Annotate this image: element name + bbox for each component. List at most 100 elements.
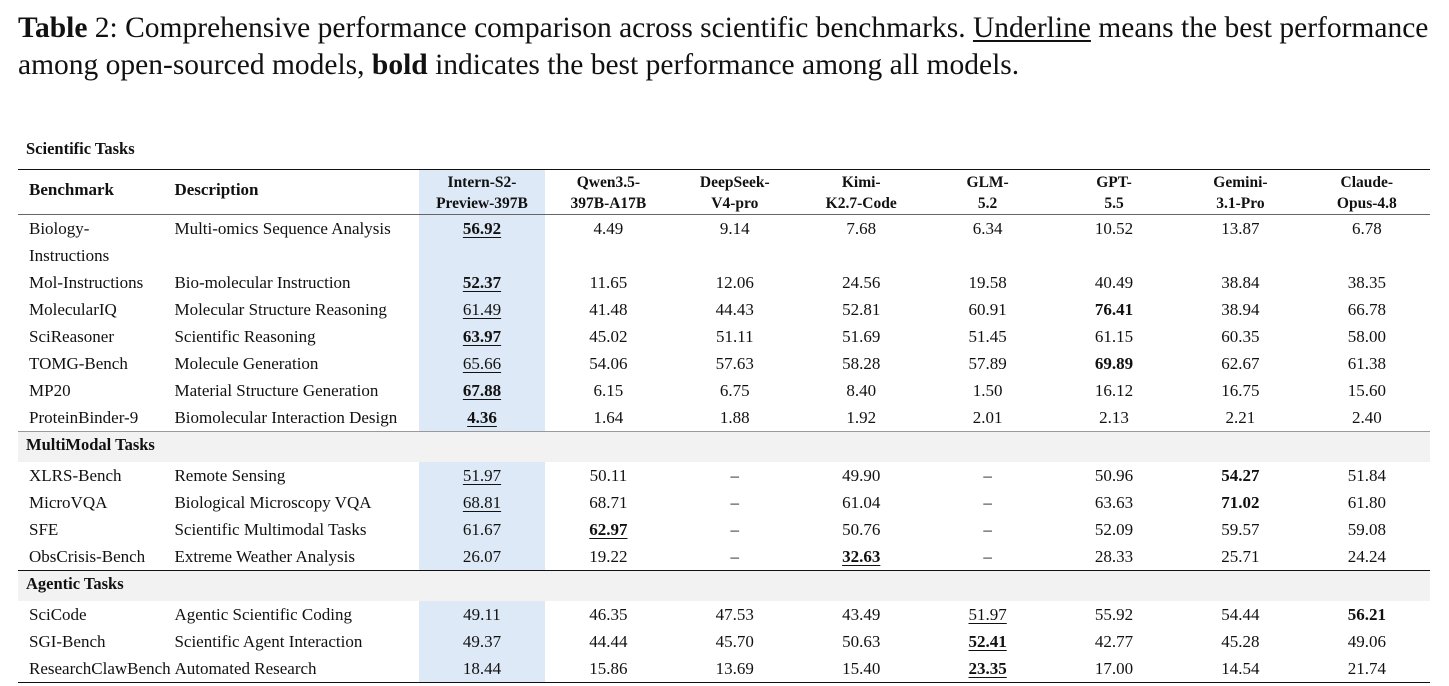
header-model: Qwen3.5- 397B-A17B: [545, 170, 671, 214]
benchmark-name-line: TOMG-Bench: [29, 354, 128, 373]
score-cell: 63.97: [418, 323, 546, 350]
benchmark-name: MP20: [18, 377, 173, 404]
benchmark-description: Automated Research: [174, 659, 317, 678]
score-cell: 52.41: [924, 628, 1050, 655]
caption-text-a: Comprehensive performance comparison acr…: [125, 12, 966, 44]
score-value: 16.75: [1221, 381, 1260, 400]
score-cell: 59.08: [1304, 516, 1430, 543]
score-cell: 38.84: [1177, 269, 1303, 296]
score-cell: 6.15: [545, 377, 671, 404]
score-cell: 52.37: [418, 269, 546, 296]
score-value: 61.15: [1094, 327, 1134, 346]
header-model: Claude- Opus-4.8: [1304, 170, 1430, 214]
score-cell: 25.71: [1177, 543, 1303, 570]
table-row: SGI-Bench Scientific Agent Interaction 49.…: [18, 628, 1430, 655]
benchmark-name: ResearchClawBench: [18, 655, 173, 682]
score-value: 52.81: [842, 300, 881, 319]
score-cell: 17.00: [1051, 655, 1177, 682]
score-value: –: [730, 466, 740, 485]
score-value: 23.35: [968, 659, 1007, 678]
score-value: 49.06: [1347, 632, 1386, 651]
table-row: XLRS-Bench Remote Sensing 51.97 50.11 – 49.90…: [18, 462, 1430, 489]
score-cell: 6.75: [672, 377, 798, 404]
score-cell: –: [672, 543, 798, 570]
score-cell: 49.90: [798, 462, 924, 489]
benchmark-name-line: Mol-Instructions: [29, 273, 144, 292]
header-model-line2: 3.1-Pro: [1216, 195, 1265, 212]
score-value: 66.78: [1347, 300, 1386, 319]
score-cell: 61.80: [1304, 489, 1430, 516]
header-model: DeepSeek- V4-pro: [672, 170, 798, 214]
score-value: 45.70: [715, 632, 754, 651]
score-value: 4.49: [593, 219, 624, 238]
score-value: 68.81: [462, 493, 502, 512]
score-cell: 42.77: [1051, 628, 1177, 655]
score-cell: 76.41: [1051, 296, 1177, 323]
score-value: 57.89: [968, 354, 1007, 373]
benchmark-name: SGI-Bench: [18, 628, 173, 655]
score-cell: 13.69: [672, 655, 798, 682]
score-value: 54.06: [589, 354, 628, 373]
score-value: 15.40: [842, 659, 881, 678]
section-title: Scientific Tasks: [26, 139, 135, 158]
score-value: 59.57: [1221, 520, 1260, 539]
score-value: 4.36: [467, 408, 497, 427]
score-value: 62.67: [1221, 354, 1260, 373]
score-value: 7.68: [846, 219, 877, 238]
score-cell: 23.35: [924, 655, 1050, 682]
score-cell: 51.84: [1304, 462, 1430, 489]
header-model-line1: GPT-: [1096, 174, 1132, 191]
score-value: 61.04: [842, 493, 881, 512]
score-value: 38.84: [1221, 273, 1260, 292]
header-model-line2: V4-pro: [711, 195, 759, 212]
caption-underline-word: Underline: [972, 12, 1091, 44]
score-cell: 54.06: [545, 350, 671, 377]
score-value: 54.44: [1221, 605, 1260, 624]
score-value: 1.50: [972, 381, 1003, 400]
header-model-line2: Opus-4.8: [1336, 195, 1397, 212]
score-cell: –: [924, 543, 1050, 570]
benchmark-name: XLRS-Bench: [18, 462, 173, 489]
score-value: 46.35: [589, 605, 628, 624]
score-cell: 13.87: [1177, 215, 1303, 269]
score-cell: 50.76: [798, 516, 924, 543]
score-cell: 19.58: [924, 269, 1050, 296]
score-value: 68.71: [589, 493, 628, 512]
score-cell: 44.43: [672, 296, 798, 323]
benchmark-name: SciCode: [18, 601, 173, 628]
score-cell: –: [672, 489, 798, 516]
score-cell: 28.33: [1051, 543, 1177, 570]
score-cell: 45.70: [672, 628, 798, 655]
score-cell: 51.45: [924, 323, 1050, 350]
score-value: 6.78: [1351, 219, 1382, 238]
score-value: 18.44: [462, 659, 502, 678]
score-cell: 18.44: [418, 655, 546, 682]
benchmark-description: Scientific Reasoning: [174, 327, 316, 346]
score-cell: 26.07: [418, 543, 546, 570]
benchmark-name-line: MolecularIQ: [29, 300, 117, 319]
caption-text-c: indicates the best performance among all…: [435, 49, 1020, 81]
score-cell: 15.40: [798, 655, 924, 682]
header-model-line2: 397B-A17B: [570, 195, 647, 212]
caption-text-b: means the best performance among open-so…: [18, 12, 1429, 81]
benchmark-description: Material Structure Generation: [174, 381, 379, 400]
score-value: 71.02: [1221, 493, 1260, 512]
score-value: 59.08: [1347, 520, 1386, 539]
score-value: 61.80: [1347, 493, 1386, 512]
score-value: 14.54: [1221, 659, 1260, 678]
score-value: 1.88: [719, 408, 750, 427]
benchmark-description: Biological Microscopy VQA: [174, 493, 372, 512]
score-cell: 61.67: [418, 516, 546, 543]
score-value: 12.06: [715, 273, 754, 292]
score-value: –: [983, 520, 992, 539]
score-value: 2.40: [1351, 408, 1382, 427]
header-model: Intern-S2- Preview-397B: [418, 170, 546, 214]
caption-bold-word: bold: [371, 49, 428, 81]
score-cell: 24.24: [1304, 543, 1430, 570]
benchmark-name-line: SFE: [29, 520, 59, 539]
table-caption: Table 2: Comprehensive performance compa…: [18, 10, 1438, 84]
benchmark-name-line: ObsCrisis-Bench: [29, 547, 146, 566]
score-cell: –: [924, 489, 1050, 516]
benchmark-description: Bio-molecular Instruction: [174, 273, 351, 292]
score-cell: 12.06: [672, 269, 798, 296]
